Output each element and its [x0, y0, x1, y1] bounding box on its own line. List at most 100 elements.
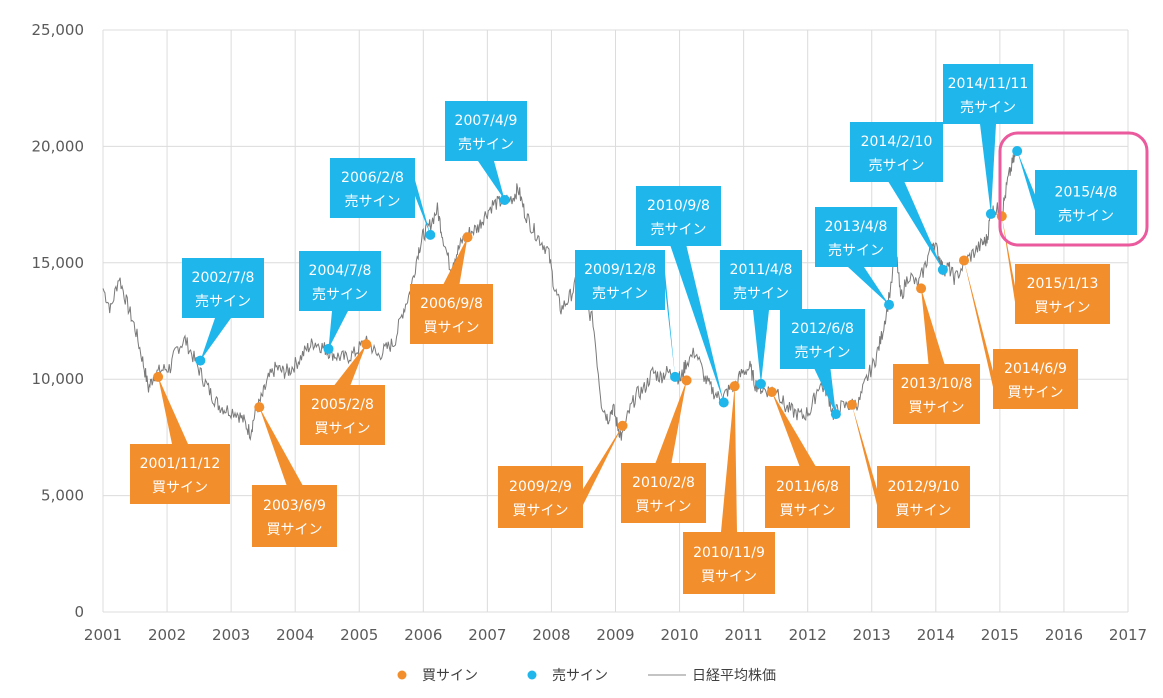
callout-box [636, 186, 721, 246]
callout-signal-label: 売サイン [869, 158, 925, 174]
x-tick-label: 2001 [84, 626, 122, 644]
callout-signal-label: 買サイン [636, 499, 692, 515]
buy-signal-dot [153, 371, 164, 382]
callout-pointer [478, 161, 505, 200]
callout-signal-label: 売サイン [345, 194, 401, 210]
sell-signal-dot [985, 208, 996, 219]
signal-dots [153, 146, 1023, 431]
callout-pointer [721, 386, 737, 532]
callout-pointer [665, 272, 676, 377]
y-tick-label: 15,000 [32, 254, 85, 272]
callout-pointer [655, 380, 687, 463]
buy-signal-dot [681, 375, 692, 386]
callout-box [877, 466, 970, 528]
buy-signal-dot [846, 399, 857, 410]
sell-signal-dot [425, 229, 436, 240]
x-tick-label: 2009 [596, 626, 634, 644]
x-tick-label: 2010 [660, 626, 698, 644]
legend-label: 日経平均株価 [692, 668, 776, 684]
callout-date: 2013/4/8 [825, 219, 888, 235]
buy-signal-dot [361, 339, 372, 350]
callout-date: 2014/6/9 [1004, 361, 1067, 377]
callout-signal-label: 買サイン [909, 400, 965, 416]
callout-signal-label: 売サイン [312, 287, 368, 303]
callout-pointer [334, 344, 367, 385]
callout-signal-label: 買サイン [513, 503, 569, 519]
callout-pointer [814, 369, 836, 415]
sell-signal-dot [718, 397, 729, 408]
buy-signal-dot [254, 402, 265, 413]
callout-box [498, 466, 583, 528]
callout-box [720, 250, 802, 310]
x-tick-label: 2006 [404, 626, 442, 644]
callout-date: 2014/11/11 [948, 76, 1029, 92]
callout-signal-label: 売サイン [828, 243, 884, 259]
callout-box [993, 349, 1078, 409]
x-tick-label: 2012 [789, 626, 827, 644]
callout-box [410, 284, 493, 344]
callout-pointer [259, 407, 303, 485]
sell-signal-dot [884, 299, 895, 310]
sell-signal-dot [830, 409, 841, 420]
callout-box [1035, 170, 1137, 235]
callout-date: 2011/4/8 [730, 262, 793, 278]
y-axis: 0 5,000 10,000 15,000 20,000 25,000 [32, 21, 85, 621]
callout-box [299, 251, 381, 311]
callout-box [683, 532, 775, 594]
callout-box [1015, 264, 1110, 324]
callout-pointer [200, 318, 231, 361]
callout-signal-label: 買サイン [315, 421, 371, 437]
callout-pointer [980, 124, 996, 214]
callout-pointer [851, 404, 877, 505]
callout-box [765, 466, 850, 528]
x-tick-label: 2011 [725, 626, 763, 644]
callout-pointer [158, 376, 188, 444]
callout-signal-label: 売サイン [1058, 209, 1114, 225]
callout-box [252, 485, 337, 547]
callout-box [621, 463, 706, 523]
callout-signal-label: 売サイン [960, 100, 1016, 116]
callout-signal-label: 買サイン [1035, 300, 1091, 316]
callout-pointer [1001, 216, 1015, 302]
callout-signal-label: 買サイン [1008, 385, 1064, 401]
buy-signal-dot [996, 211, 1007, 222]
callout-date: 2004/7/8 [309, 263, 372, 279]
x-tick-label: 2015 [981, 626, 1019, 644]
x-tick-label: 2002 [148, 626, 186, 644]
callout-signal-label: 買サイン [152, 480, 208, 496]
legend: 買サイン 売サイン 日経平均株価 [397, 668, 776, 684]
callout-box [780, 309, 865, 369]
callout-date: 2013/10/8 [901, 376, 973, 392]
callout-pointer [888, 182, 943, 270]
callout-signal-label: 売サイン [733, 286, 789, 302]
callout-signal-label: 売サイン [592, 286, 648, 302]
callout-date: 2009/2/9 [509, 479, 572, 495]
latest-signal-highlight [998, 131, 1149, 247]
callout-date: 2003/6/9 [263, 498, 326, 514]
callout-pointer [964, 260, 993, 387]
sell-signal-dot [499, 194, 510, 205]
x-tick-label: 2003 [212, 626, 250, 644]
callout-box [445, 101, 527, 161]
sell-signal-dot [1012, 146, 1023, 157]
callout-date: 2005/2/8 [311, 397, 374, 413]
callout-pointer [443, 237, 468, 284]
callout-pointer [328, 311, 348, 349]
sell-signal-dot [755, 378, 766, 389]
y-tick-label: 10,000 [32, 370, 85, 388]
buy-signal-dot [916, 283, 927, 294]
callout-pointer [753, 310, 769, 384]
callout-box [130, 444, 230, 504]
callout-pointer [771, 392, 816, 466]
callout-signal-label: 買サイン [701, 569, 757, 585]
price-line-layer [102, 149, 1018, 441]
callout-date: 2006/2/8 [341, 170, 404, 186]
callout-date: 2012/9/10 [888, 479, 960, 495]
callout-date: 2002/7/8 [192, 270, 255, 286]
y-tick-label: 5,000 [41, 487, 84, 505]
callout-signal-label: 売サイン [195, 294, 251, 310]
callout-signal-label: 売サイン [458, 137, 514, 153]
callout-box [943, 64, 1033, 124]
x-tick-label: 2004 [276, 626, 314, 644]
